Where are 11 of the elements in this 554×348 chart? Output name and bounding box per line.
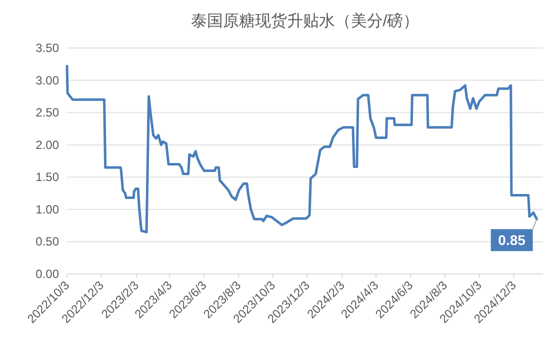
y-tick-label: 2.50 xyxy=(36,106,60,120)
line-series xyxy=(66,64,538,234)
y-tick-label: 1.00 xyxy=(36,202,60,216)
y-tick-label: 3.00 xyxy=(36,73,60,88)
y-tick-label: 3.50 xyxy=(36,41,60,55)
chart-title: 泰国原糖现货升贴水（美分/磅） xyxy=(190,12,420,30)
y-tick-label: 2.00 xyxy=(36,138,60,152)
y-tick-label: 0.00 xyxy=(36,267,60,281)
y-tick-label: 1.50 xyxy=(36,170,60,184)
y-tick-label: 0.50 xyxy=(36,234,60,249)
data-label: 0.85 xyxy=(498,232,526,248)
